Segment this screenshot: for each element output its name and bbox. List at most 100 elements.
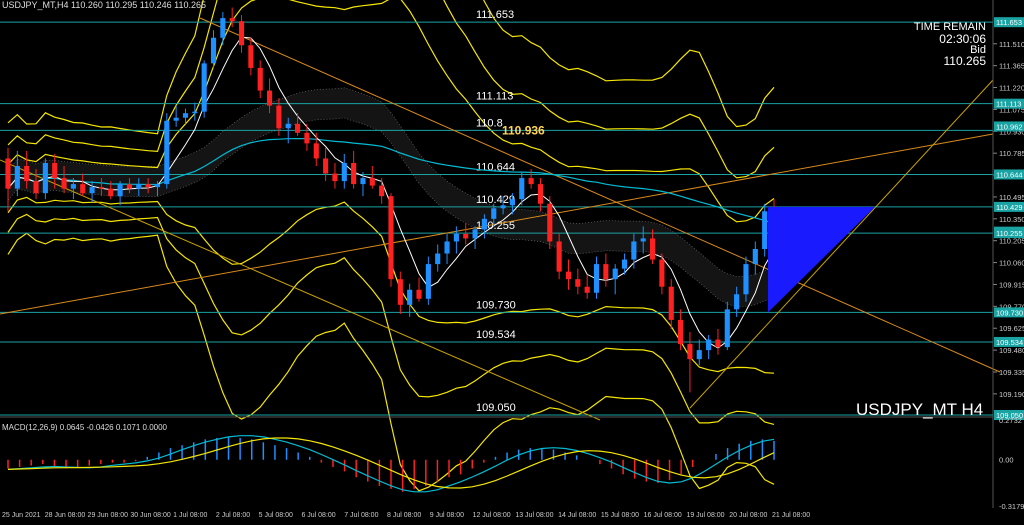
bear-candle — [528, 178, 534, 185]
price-tick-label: 109.480 — [999, 346, 1024, 355]
bear-candle — [52, 162, 58, 179]
bear-candle — [5, 158, 11, 189]
signal-line — [7, 437, 775, 489]
time-axis-label: 2 Jul 08:00 — [216, 512, 250, 519]
bull-candle — [593, 264, 600, 293]
bear-candle — [575, 279, 581, 287]
bull-candle — [519, 178, 525, 200]
bull-candle — [453, 233, 459, 242]
price-badge — [994, 336, 1024, 347]
bear-candle — [351, 162, 357, 185]
time-axis-label: 16 Jul 08:00 — [644, 512, 682, 519]
bull-candle — [210, 37, 217, 64]
bear-candle — [388, 196, 394, 280]
bear-candle — [248, 45, 254, 68]
bull-candle — [743, 264, 749, 295]
bull-candle — [136, 184, 142, 189]
price-badge-label: 110.255 — [996, 229, 1023, 238]
time-axis-label: 21 Jul 08:00 — [772, 512, 810, 519]
bear-candle — [332, 173, 338, 182]
bollinger-upper-band — [7, 0, 775, 179]
bear-candle — [295, 123, 301, 133]
bull-candle — [14, 166, 20, 189]
bear-candle — [678, 319, 684, 345]
bull-candle — [220, 18, 226, 38]
symbol-watermark: USDJPY_MT H4 — [856, 400, 984, 419]
bear-candle — [565, 271, 572, 280]
price-tick-label: 110.785 — [999, 149, 1024, 158]
time-remain-label: TIME REMAIN — [913, 21, 986, 33]
bull-candle — [724, 309, 730, 348]
bull-candle — [192, 111, 198, 114]
price-badge-label: 110.644 — [996, 170, 1023, 179]
price-tick-label: 111.365 — [999, 62, 1024, 71]
bull-candle — [154, 184, 161, 188]
level-label: 110.429 — [476, 194, 515, 206]
price-tick-label: 109.335 — [999, 368, 1024, 377]
price-tick-label: 110.060 — [999, 259, 1024, 268]
rising-support-trendline — [689, 79, 994, 409]
bull-candle — [472, 229, 478, 239]
bull-candle — [491, 208, 497, 219]
bear-candle — [668, 286, 674, 320]
bear-candle — [257, 67, 263, 91]
price-tick-label: 110.495 — [999, 193, 1024, 202]
bear-candle — [547, 203, 553, 242]
macd-label: MACD(12,26,9) 0.0645 -0.0426 0.1071 0.00… — [2, 423, 168, 432]
price-badge-label: 111.653 — [996, 18, 1022, 27]
time-axis-label: 8 Jul 08:00 — [387, 512, 421, 519]
bear-candle — [463, 233, 469, 239]
bull-candle — [201, 63, 207, 112]
price-tick-label: 111.510 — [999, 40, 1024, 49]
bull-candle — [407, 289, 413, 305]
price-tick-label: 109.770 — [999, 302, 1024, 311]
level-label: 109.534 — [476, 329, 516, 341]
bull-candle — [500, 205, 506, 209]
bull-candle — [640, 238, 646, 242]
bear-candle — [33, 181, 39, 194]
bear-candle — [229, 18, 235, 22]
bear-candle — [687, 344, 693, 360]
bull-candle — [696, 350, 702, 360]
level-label: 111.653 — [476, 9, 514, 21]
bear-candle — [537, 184, 544, 204]
bollinger-upper-band — [7, 0, 775, 223]
level-label: 111.113 — [476, 91, 513, 103]
level-label: 109.730 — [476, 299, 516, 311]
bear-candle — [649, 238, 656, 260]
bull-candle — [173, 117, 179, 121]
bid-value: 110.265 — [943, 54, 987, 68]
bull-candle — [762, 211, 768, 249]
bear-candle — [304, 132, 310, 144]
price-tick-label: 110.930 — [999, 127, 1024, 136]
time-axis-label: 15 Jul 08:00 — [601, 512, 639, 519]
price-tick-label: 111.075 — [999, 105, 1024, 114]
symbol-header: USDJPY_MT,H4 110.260 110.295 110.246 110… — [2, 0, 206, 10]
bull-candle — [509, 199, 516, 206]
time-axis-label: 14 Jul 08:00 — [558, 512, 596, 519]
bear-candle — [584, 286, 590, 293]
bear-candle — [80, 184, 86, 194]
bear-candle — [313, 143, 319, 159]
bear-candle — [24, 166, 30, 182]
price-badge — [994, 121, 1024, 132]
bull-candle — [117, 184, 123, 197]
bear-candle — [416, 289, 422, 299]
time-axis-label: 7 Jul 08:00 — [344, 512, 378, 519]
time-axis-label: 6 Jul 08:00 — [301, 512, 335, 519]
bollinger-lower-band — [7, 232, 775, 492]
bull-candle — [435, 253, 441, 265]
price-badge — [994, 169, 1024, 180]
bull-candle — [631, 241, 637, 260]
price-tick-label: 109.625 — [999, 324, 1024, 333]
bear-candle — [379, 185, 385, 197]
level-label: 109.050 — [476, 402, 516, 414]
bull-candle — [612, 268, 618, 280]
bull-candle — [706, 339, 712, 351]
price-badge — [994, 17, 1024, 28]
price-badge — [994, 201, 1024, 212]
bull-candle — [752, 249, 758, 265]
bear-candle — [369, 178, 375, 186]
